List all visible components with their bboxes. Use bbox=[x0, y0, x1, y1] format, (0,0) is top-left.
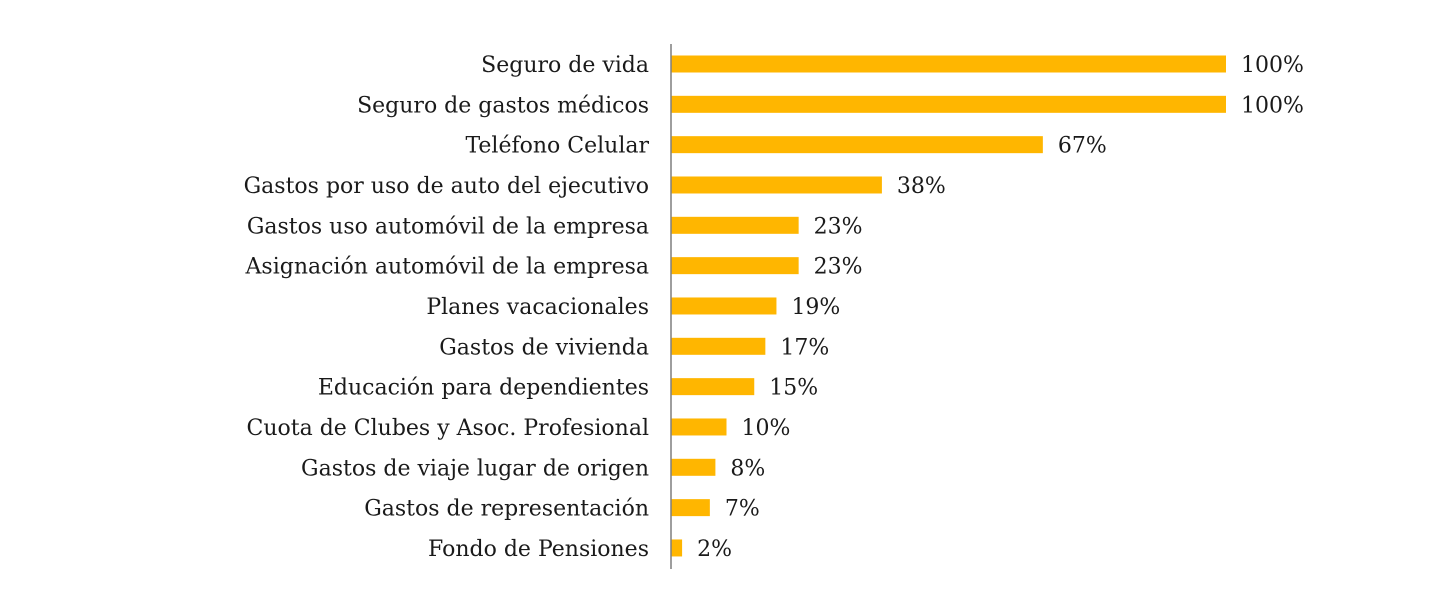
bar bbox=[671, 499, 710, 517]
value-label: 15% bbox=[769, 376, 818, 401]
category-label: Seguro de vida bbox=[481, 53, 649, 78]
category-label: Educación para dependientes bbox=[318, 376, 649, 401]
bar bbox=[671, 55, 1226, 73]
category-label: Gastos de viaje lugar de origen bbox=[301, 456, 649, 481]
value-label: 38% bbox=[897, 174, 946, 199]
value-label: 17% bbox=[780, 335, 829, 360]
value-label: 2% bbox=[697, 537, 732, 562]
category-label: Cuota de Clubes y Asoc. Profesional bbox=[247, 416, 650, 441]
value-label: 23% bbox=[814, 214, 863, 239]
value-label: 7% bbox=[725, 497, 760, 522]
value-label: 23% bbox=[814, 255, 863, 280]
category-label: Gastos por uso de auto del ejecutivo bbox=[244, 174, 649, 199]
category-label: Seguro de gastos médicos bbox=[357, 93, 649, 118]
value-label: 67% bbox=[1058, 134, 1107, 159]
bar bbox=[671, 257, 799, 275]
bar bbox=[671, 378, 755, 396]
bar bbox=[671, 418, 727, 436]
category-labels: Seguro de vida Seguro de gastos médicos Te… bbox=[244, 53, 650, 562]
value-label: 100% bbox=[1241, 93, 1304, 118]
bar bbox=[671, 216, 799, 234]
bar bbox=[671, 337, 766, 355]
category-label: Gastos de representación bbox=[364, 497, 649, 522]
category-label: Gastos uso automóvil de la empresa bbox=[247, 214, 649, 239]
value-label: 8% bbox=[730, 456, 765, 481]
value-label: 19% bbox=[791, 295, 840, 320]
category-label: Asignación automóvil de la empresa bbox=[245, 255, 649, 280]
category-label: Teléfono Celular bbox=[465, 134, 649, 159]
category-label: Planes vacacionales bbox=[426, 295, 649, 320]
category-label: Gastos de vivienda bbox=[439, 335, 649, 360]
value-label: 100% bbox=[1241, 53, 1304, 78]
value-label: 10% bbox=[742, 416, 791, 441]
category-label: Fondo de Pensiones bbox=[428, 537, 649, 562]
bar bbox=[671, 95, 1226, 113]
bar bbox=[671, 539, 683, 557]
value-labels: 100% 100% 67% 38% 23% 23% 19% 17% 15% 10% 8% 7% 2% bbox=[697, 53, 1304, 562]
bar bbox=[671, 458, 716, 476]
bar bbox=[671, 297, 777, 315]
bars-layer bbox=[671, 55, 1226, 557]
bar bbox=[671, 136, 1043, 154]
bar bbox=[671, 176, 882, 194]
